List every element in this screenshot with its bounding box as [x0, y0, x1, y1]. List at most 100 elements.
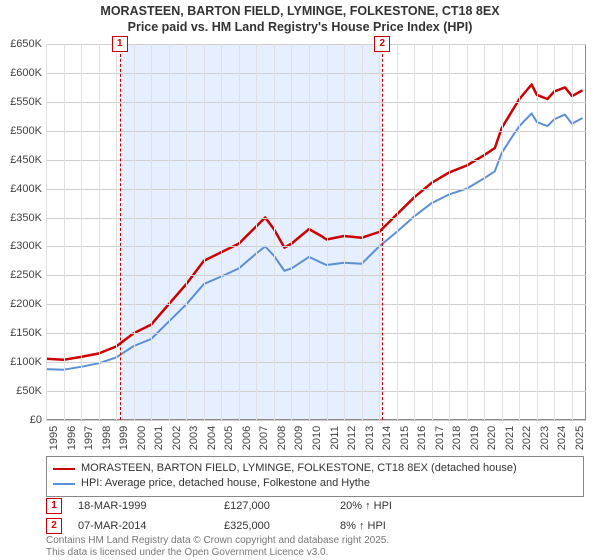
chart-container: MORASTEEN, BARTON FIELD, LYMINGE, FOLKES… [0, 0, 600, 560]
gridline-v [449, 44, 450, 420]
gridline-v [344, 44, 345, 420]
xtick-label: 2012 [344, 426, 358, 450]
gridline-h [46, 189, 586, 190]
xtick-label: 2023 [537, 426, 551, 450]
gridline-v [554, 44, 555, 420]
gridline-v [204, 44, 205, 420]
row-hpi: 20% ↑ HPI [340, 500, 460, 512]
marker-line [382, 44, 383, 420]
legend-swatch-1 [53, 468, 75, 470]
xtick-label: 1997 [81, 426, 95, 450]
legend: MORASTEEN, BARTON FIELD, LYMINGE, FOLKES… [46, 456, 584, 497]
gridline-v [169, 44, 170, 420]
row-price: £127,000 [224, 500, 324, 512]
ytick-label: £300K [10, 240, 46, 252]
ytick-label: £200K [10, 298, 46, 310]
title-line-1: MORASTEEN, BARTON FIELD, LYMINGE, FOLKES… [0, 4, 600, 20]
xtick-label: 2010 [309, 426, 323, 450]
ytick-label: £600K [10, 67, 46, 79]
ytick-label: £100K [10, 356, 46, 368]
gridline-v [414, 44, 415, 420]
xtick-label: 2006 [239, 426, 253, 450]
xtick-label: 2002 [169, 426, 183, 450]
gridline-v [151, 44, 152, 420]
gridline-v [432, 44, 433, 420]
xtick-label: 2018 [449, 426, 463, 450]
legend-label-1: MORASTEEN, BARTON FIELD, LYMINGE, FOLKES… [81, 461, 517, 476]
legend-swatch-2 [53, 483, 75, 485]
gridline-v [99, 44, 100, 420]
title-line-2: Price paid vs. HM Land Registry's House … [0, 20, 600, 36]
gridline-v [46, 44, 47, 420]
gridline-h [46, 420, 586, 421]
footnote-line-1: Contains HM Land Registry data © Crown c… [46, 535, 389, 547]
gridline-h [46, 102, 586, 103]
marker-box: 1 [112, 36, 128, 52]
gridline-v [116, 44, 117, 420]
xtick-label: 1998 [99, 426, 113, 450]
gridline-h [46, 333, 586, 334]
gridline-v [239, 44, 240, 420]
xtick-label: 2005 [221, 426, 235, 450]
gridline-v [309, 44, 310, 420]
xtick-label: 1995 [46, 426, 60, 450]
gridline-v [274, 44, 275, 420]
gridline-h [46, 304, 586, 305]
xtick-label: 2015 [397, 426, 411, 450]
gridline-v [397, 44, 398, 420]
gridline-h [46, 391, 586, 392]
gridline-h [46, 73, 586, 74]
ytick-label: £500K [10, 125, 46, 137]
gridline-v [327, 44, 328, 420]
xtick-label: 2004 [204, 426, 218, 450]
legend-label-2: HPI: Average price, detached house, Folk… [81, 476, 370, 491]
transaction-row: 207-MAR-2014£325,0008% ↑ HPI [46, 518, 584, 534]
gridline-v [519, 44, 520, 420]
ytick-label: £150K [10, 327, 46, 339]
xtick-label: 2022 [519, 426, 533, 450]
gridline-v [484, 44, 485, 420]
xtick-label: 2013 [362, 426, 376, 450]
gridline-v [221, 44, 222, 420]
xtick-label: 2003 [186, 426, 200, 450]
xtick-label: 2011 [327, 426, 341, 450]
gridline-v [256, 44, 257, 420]
xtick-label: 2000 [134, 426, 148, 450]
row-date: 07-MAR-2014 [78, 520, 208, 532]
xtick-label: 2024 [554, 426, 568, 450]
ytick-label: £350K [10, 212, 46, 224]
xtick-label: 1996 [64, 426, 78, 450]
xtick-label: 2019 [467, 426, 481, 450]
marker-box: 2 [374, 36, 390, 52]
gridline-h [46, 160, 586, 161]
gridline-v [81, 44, 82, 420]
ytick-label: £0 [30, 414, 46, 426]
ytick-label: £650K [10, 38, 46, 50]
gridline-h [46, 275, 586, 276]
xtick-label: 1999 [116, 426, 130, 450]
xtick-label: 2009 [291, 426, 305, 450]
gridline-v [362, 44, 363, 420]
ytick-label: £450K [10, 154, 46, 166]
gridline-h [46, 218, 586, 219]
gridline-v [134, 44, 135, 420]
xtick-label: 2025 [572, 426, 586, 450]
ytick-label: £50K [16, 385, 46, 397]
gridline-v [537, 44, 538, 420]
row-marker: 1 [46, 498, 62, 514]
legend-item-2: HPI: Average price, detached house, Folk… [53, 476, 577, 491]
plot-area: £0£50K£100K£150K£200K£250K£300K£350K£400… [46, 44, 586, 420]
gridline-v [186, 44, 187, 420]
footnote-line-2: This data is licensed under the Open Gov… [46, 547, 389, 559]
transaction-row: 1 18-MAR-1999 £127,000 20% ↑ HPI [46, 498, 584, 514]
xtick-label: 2001 [151, 426, 165, 450]
row-date: 18-MAR-1999 [78, 500, 208, 512]
gridline-v [572, 44, 573, 420]
ytick-label: £550K [10, 96, 46, 108]
ytick-label: £250K [10, 269, 46, 281]
xtick-label: 2008 [274, 426, 288, 450]
gridline-v [467, 44, 468, 420]
line-layer [46, 44, 586, 420]
gridline-h [46, 246, 586, 247]
gridline-v [64, 44, 65, 420]
